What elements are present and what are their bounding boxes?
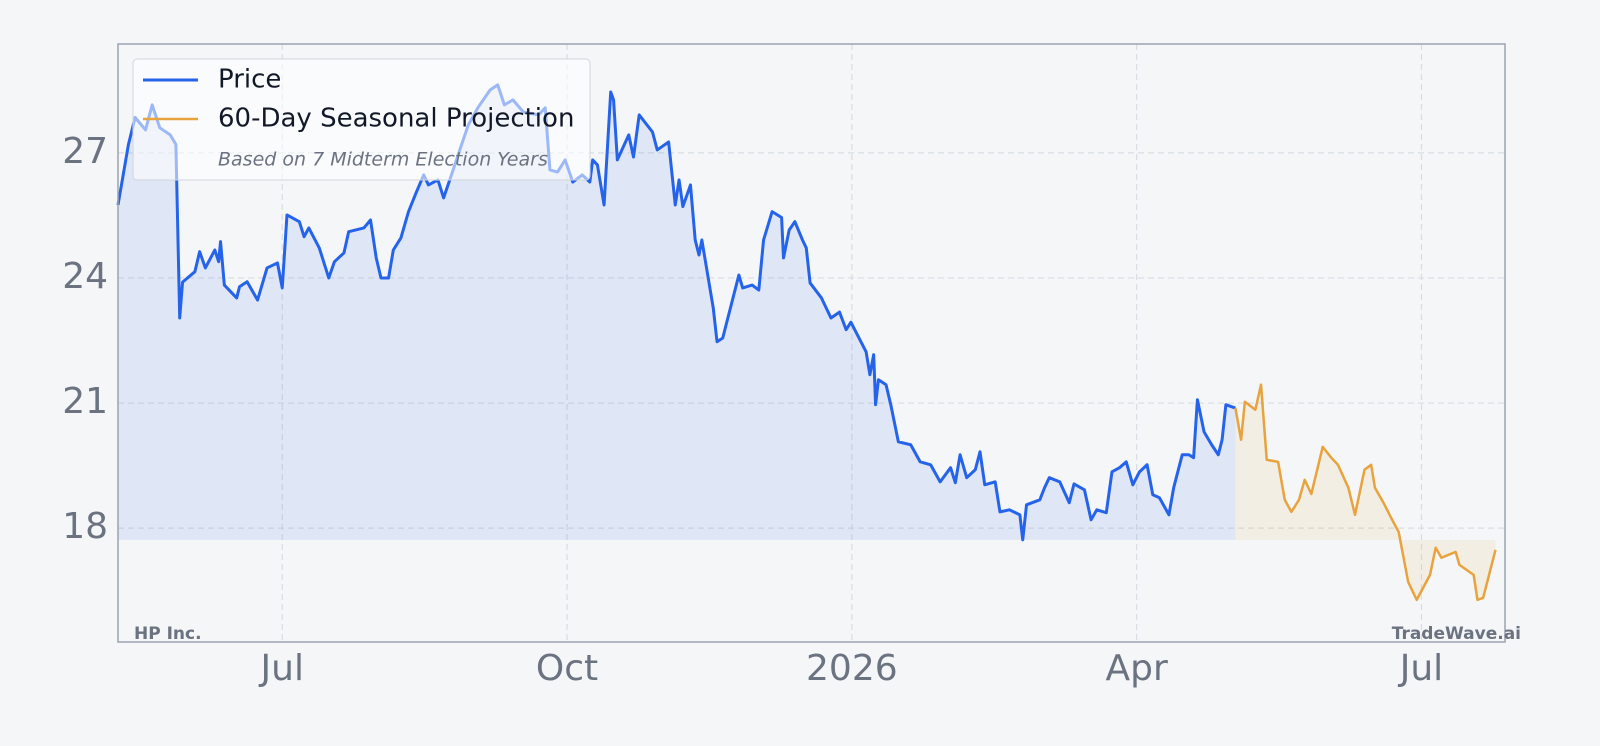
- y-tick-label: 27: [62, 131, 108, 172]
- area-fill: [118, 84, 1236, 540]
- plot-area: [116, 44, 1505, 642]
- area-fill: [1235, 384, 1496, 600]
- series-line: [116, 83, 1236, 542]
- legend-label: Price: [218, 65, 281, 95]
- x-tick-label: Oct: [536, 648, 598, 689]
- legend-note: Based on 7 Midterm Election Years: [218, 149, 548, 171]
- x-tick-label: Apr: [1106, 648, 1168, 689]
- legend-label: 60-Day Seasonal Projection: [218, 104, 574, 134]
- legend-box: [132, 58, 591, 181]
- legend: Based on 7 Midterm Election Years Price 6…: [132, 58, 591, 181]
- y-tick-label: 18: [62, 506, 108, 547]
- x-tick-label: Jul: [1398, 648, 1443, 689]
- source-label: HP Inc.: [134, 624, 202, 644]
- x-tick-label: Jul: [259, 648, 304, 689]
- series-line: [1234, 383, 1497, 602]
- plot-frame: [117, 43, 1506, 643]
- y-tick-label: 21: [62, 381, 108, 422]
- watermark: TradeWave.ai: [1392, 624, 1521, 644]
- x-tick-label: 2026: [806, 648, 898, 689]
- y-tick-label: 24: [62, 256, 108, 297]
